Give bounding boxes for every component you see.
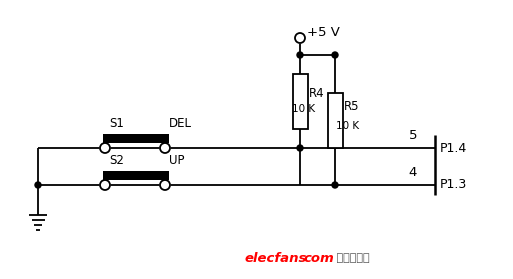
Text: UP: UP xyxy=(169,154,185,167)
Bar xyxy=(292,74,307,129)
Circle shape xyxy=(100,143,110,153)
Text: R4: R4 xyxy=(308,87,324,100)
Circle shape xyxy=(295,33,305,43)
Text: 5: 5 xyxy=(408,129,417,142)
Circle shape xyxy=(332,182,338,188)
Text: 电子发烧友: 电子发烧友 xyxy=(333,253,370,263)
Text: S2: S2 xyxy=(109,154,124,167)
Text: DEL: DEL xyxy=(169,117,192,130)
Text: 10 K: 10 K xyxy=(292,105,315,114)
Circle shape xyxy=(297,52,303,58)
Circle shape xyxy=(297,145,303,151)
Text: +5 V: +5 V xyxy=(307,27,340,40)
Circle shape xyxy=(100,180,110,190)
Text: S1: S1 xyxy=(109,117,124,130)
Circle shape xyxy=(35,182,41,188)
Text: .: . xyxy=(298,251,302,264)
Text: com: com xyxy=(303,251,334,264)
Text: P1.4: P1.4 xyxy=(440,141,467,155)
Text: R5: R5 xyxy=(344,100,359,112)
Circle shape xyxy=(160,143,170,153)
Bar xyxy=(327,93,343,148)
Text: 10 K: 10 K xyxy=(336,121,359,131)
Text: P1.3: P1.3 xyxy=(440,179,467,191)
Bar xyxy=(103,171,169,180)
Circle shape xyxy=(160,180,170,190)
Bar xyxy=(103,134,169,143)
Text: elecfans: elecfans xyxy=(245,251,307,264)
Circle shape xyxy=(332,52,338,58)
Text: 4: 4 xyxy=(409,166,417,179)
